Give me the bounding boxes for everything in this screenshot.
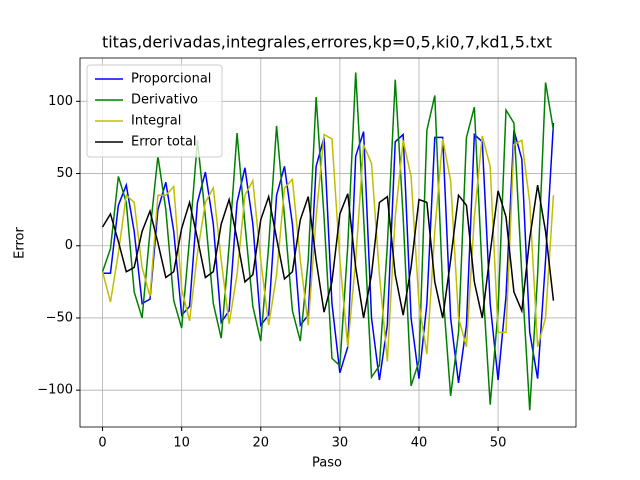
y-axis-label: Error: [13, 227, 28, 259]
x-tick-label: 40: [411, 436, 428, 451]
y-tick-label: 0: [65, 238, 73, 253]
y-tick-label: 50: [56, 166, 73, 181]
legend-label: Integral: [131, 114, 181, 129]
legend-label: Proporcional: [131, 72, 211, 87]
y-tick-label: −50: [46, 310, 73, 325]
x-tick-label: 30: [332, 436, 349, 451]
chart-title: titas,derivadas,integrales,errores,kp=0,…: [102, 33, 552, 52]
y-tick-label: −100: [37, 383, 73, 398]
x-tick-label: 50: [490, 436, 507, 451]
series-line: [102, 122, 555, 384]
x-tick-label: 10: [173, 436, 190, 451]
series-line: [101, 72, 555, 411]
x-tick-label: 0: [98, 436, 106, 451]
legend-label: Error total: [131, 135, 197, 150]
plot-frame: [79, 57, 577, 428]
y-tick-label: 100: [48, 94, 73, 109]
series-line: [101, 184, 555, 319]
series-line: [101, 133, 555, 362]
x-tick-label: 20: [252, 436, 269, 451]
legend-box: [86, 64, 223, 158]
legend-label: Derivativo: [131, 93, 198, 108]
x-axis-label: Paso: [312, 456, 342, 471]
